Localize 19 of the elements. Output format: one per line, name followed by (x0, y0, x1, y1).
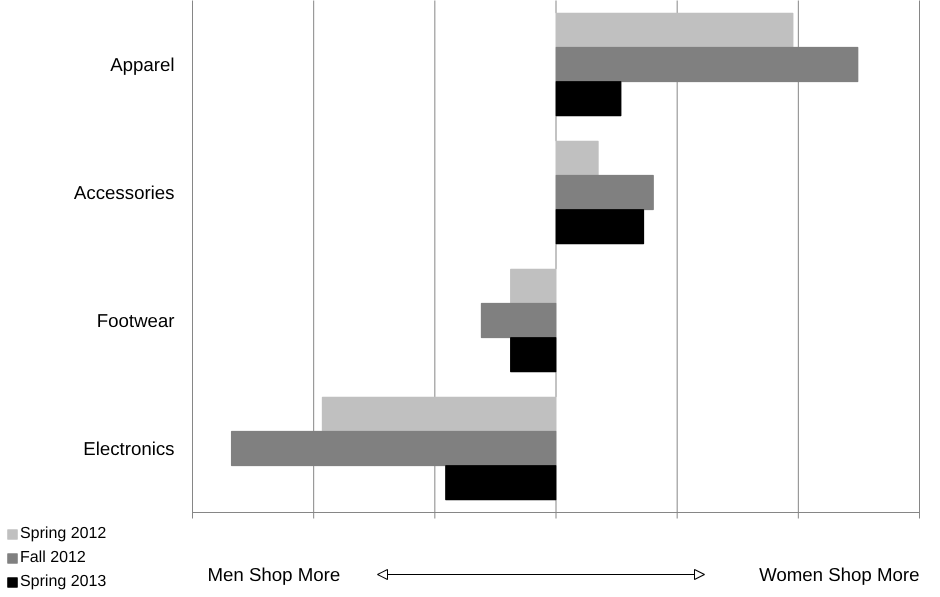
y-tick-label: Apparel (110, 54, 175, 75)
bar (510, 268, 556, 304)
y-tick-label: Accessories (74, 182, 175, 203)
bar (556, 209, 644, 244)
legend-label: Spring 2012 (20, 525, 106, 543)
bar (556, 12, 794, 48)
bar (556, 81, 622, 116)
bar (556, 174, 654, 210)
y-tick-label: Electronics (83, 438, 175, 459)
text: Men Shop More (208, 564, 340, 585)
bar (322, 396, 556, 432)
legend-label: Fall 2012 (20, 549, 86, 567)
bar (480, 302, 556, 338)
legend-label: Spring 2013 (20, 573, 106, 591)
bar (556, 140, 599, 176)
bar (445, 465, 556, 500)
text: Women Shop More (759, 564, 920, 585)
bar (510, 337, 556, 372)
y-tick-label: Footwear (96, 310, 175, 331)
